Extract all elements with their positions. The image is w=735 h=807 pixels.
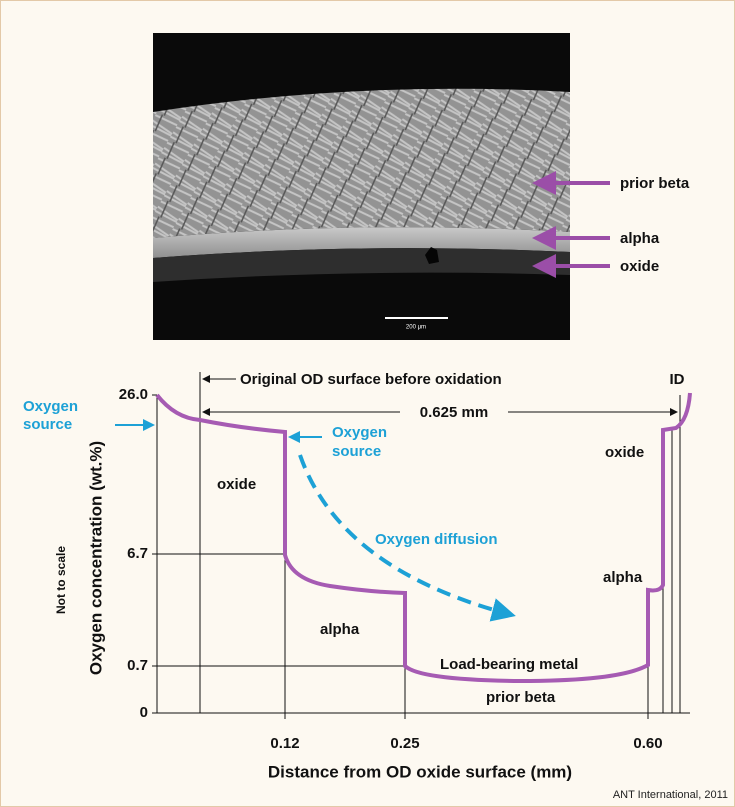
credit: ANT International, 2011 <box>613 789 728 801</box>
annotation: source <box>23 416 72 433</box>
region-label: oxide <box>217 476 256 493</box>
x-axis-label: Distance from OD oxide surface (mm) <box>268 762 572 781</box>
region-label: Load-bearing metal <box>440 656 578 673</box>
annotation: Oxygen <box>332 424 387 441</box>
y-axis-label: Oxygen concentration (wt.%) <box>86 441 105 675</box>
region-label: alpha <box>320 621 360 638</box>
x-tick-label: 0.25 <box>390 735 419 752</box>
x-tick-label: 0.60 <box>633 735 662 752</box>
region-label: prior beta <box>486 689 556 706</box>
annotation: ID <box>670 371 685 388</box>
annotation: Original OD surface before oxidation <box>240 371 502 388</box>
y-tick-label: 6.7 <box>127 545 148 562</box>
micrograph-label: alpha <box>620 230 660 247</box>
y-tick-label: 0.7 <box>127 657 148 674</box>
y-tick-label: 0 <box>140 704 148 721</box>
annotation: source <box>332 443 381 460</box>
figure: 200 μm prior beta alpha oxide Original O… <box>0 0 735 807</box>
micrograph-label: prior beta <box>620 175 690 192</box>
scale-bar-label: 200 μm <box>406 325 426 331</box>
annotation: Oxygen <box>23 398 78 415</box>
region-label: oxide <box>605 444 644 461</box>
annotation: Oxygen diffusion <box>375 531 498 548</box>
micrograph-label: oxide <box>620 258 659 275</box>
region-label: alpha <box>603 569 643 586</box>
y-axis-note: Not to scale <box>54 546 68 614</box>
x-tick-label: 0.12 <box>270 735 299 752</box>
y-tick-label: 26.0 <box>119 386 148 403</box>
annotation: 0.625 mm <box>420 404 488 421</box>
micrograph: 200 μm <box>153 33 570 340</box>
